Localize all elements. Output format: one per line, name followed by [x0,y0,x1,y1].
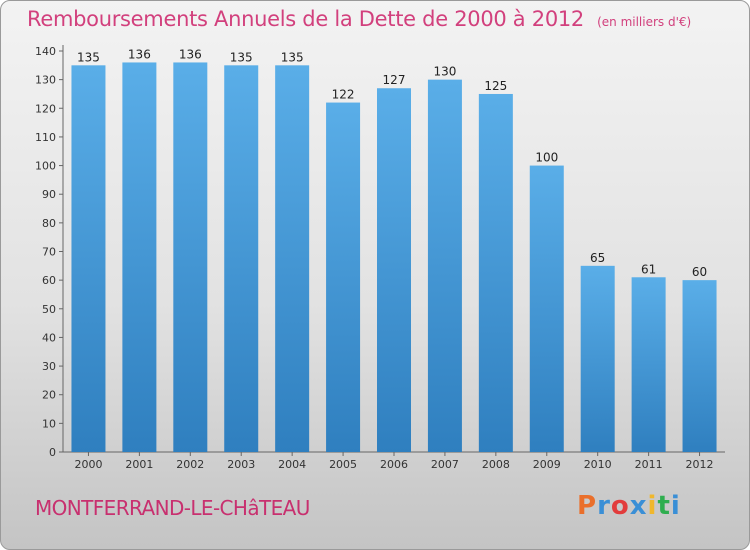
y-tick-label: 120 [35,102,56,115]
data-label: 135 [281,50,304,64]
y-tick-label: 110 [35,131,56,144]
data-label: 130 [433,65,456,79]
x-tick-label: 2005 [329,458,357,471]
bar [631,277,666,452]
data-label: 127 [383,73,406,87]
bar [173,62,208,452]
data-label: 60 [692,265,707,279]
bar [580,265,615,452]
y-tick-label: 80 [42,217,56,230]
x-tick-label: 2006 [380,458,408,471]
x-tick-label: 2009 [533,458,561,471]
bar [275,65,310,453]
brand-letter: i [647,491,658,521]
data-label: 125 [484,79,507,93]
chart-unit: (en milliers d'€) [597,15,692,29]
data-label: 100 [535,151,558,165]
y-tick-label: 20 [42,389,56,402]
y-tick-label: 70 [42,246,56,259]
bar [377,88,411,452]
data-label: 136 [179,47,202,61]
x-tick-label: 2003 [227,458,255,471]
x-tick-label: 2002 [176,458,204,471]
bar [224,65,259,453]
data-label: 135 [77,50,100,64]
brand-letter: t [657,491,671,521]
bar [529,165,564,453]
x-tick-label: 2012 [686,458,714,471]
brand-letter: r [597,491,611,521]
x-tick-label: 2004 [278,458,306,471]
bar [326,102,361,453]
y-tick-label: 0 [49,446,56,459]
bar [122,62,157,452]
x-tick-label: 2000 [74,458,102,471]
data-label: 122 [332,88,355,102]
brand-letter: i [670,491,681,521]
city-name: MONTFERRAND-LE-CHâTEAU [35,496,310,520]
y-tick-label: 130 [35,74,56,87]
x-tick-label: 2007 [431,458,459,471]
bar-chart: 0 10 20 30 40 50 60 70 80 90 100 110 120 130 140 135 200… [35,45,725,471]
chart-title-row: Remboursements Annuels de la Dette de 20… [27,7,691,31]
chart-title: Remboursements Annuels de la Dette de 20… [27,7,584,31]
bar [478,93,513,452]
brand-letter: P [577,491,598,521]
x-tick-label: 2010 [584,458,612,471]
x-tick-label: 2008 [482,458,510,471]
y-tick-label: 140 [35,45,56,58]
bar [427,79,462,453]
y-tick-label: 100 [35,160,56,173]
x-tick-label: 2001 [125,458,153,471]
bar [71,65,106,453]
x-tick-label: 2011 [635,458,663,471]
y-tick-label: 90 [42,188,56,201]
data-label: 61 [641,262,656,276]
data-label: 135 [230,50,253,64]
y-tick-label: 50 [42,303,56,316]
y-tick-label: 10 [42,417,56,430]
data-label: 65 [590,251,605,265]
data-label: 136 [128,47,151,61]
y-tick-label: 30 [42,360,56,373]
proxiti-logo[interactable]: Proxiti [577,491,681,521]
y-tick-label: 40 [42,331,56,344]
brand-letter: x [629,491,648,521]
y-tick-label: 60 [42,274,56,287]
brand-letter: o [610,491,630,521]
bar [682,280,717,452]
